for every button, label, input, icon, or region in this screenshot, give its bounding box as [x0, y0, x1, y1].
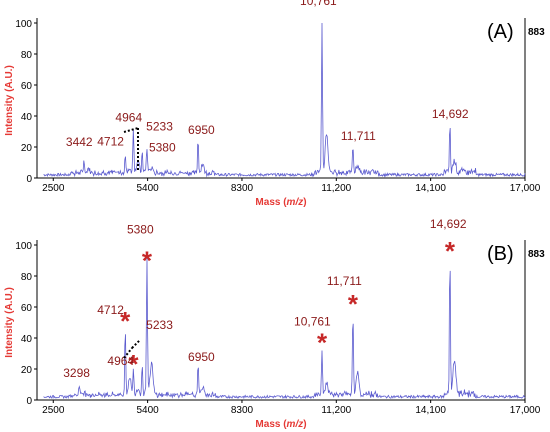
spectrum-line	[43, 258, 526, 400]
peak-label: 4964	[107, 354, 134, 368]
x-axis-label-main: Mass (	[255, 419, 287, 430]
peak-label: 5380	[127, 222, 154, 236]
spectrum-line	[43, 22, 526, 178]
x-tick-label: 17,000	[510, 183, 541, 194]
x-tick-label: 5400	[136, 183, 159, 194]
x-tick-label: 11,200	[321, 183, 351, 194]
y-tick-label: 0	[26, 396, 32, 407]
significance-star: *	[120, 306, 131, 336]
x-tick-label: 11,200	[321, 405, 351, 416]
significance-star: *	[142, 245, 153, 275]
x-tick-label: 2500	[42, 405, 65, 416]
x-axis-label-main: Mass (	[255, 197, 287, 208]
panel-label: (A)	[487, 21, 514, 43]
x-tick-label: 14,100	[415, 405, 446, 416]
significance-star: *	[317, 328, 328, 358]
x-axis-label: Mass (m/z)	[255, 197, 306, 208]
peak-label: 10,761	[294, 315, 331, 329]
peak-label: 3298	[63, 366, 90, 380]
x-axis-label-end: )	[303, 419, 306, 430]
peak-label: 10,761	[300, 0, 337, 8]
x-axis-label-italic: m/z	[287, 419, 304, 430]
y-tick-label: 40	[21, 334, 33, 345]
peak-label: 5233	[146, 318, 173, 332]
peak-label: 11,711	[327, 274, 362, 288]
peak-label: 11,711	[341, 129, 376, 143]
y-tick-label: 80	[21, 272, 33, 283]
y-tick-label: 60	[21, 81, 33, 92]
x-tick-label: 14,100	[415, 183, 446, 194]
y-axis-label: Intensity (A.U.)	[4, 65, 15, 136]
y-tick-label: 20	[21, 143, 33, 154]
significance-star: *	[128, 349, 139, 379]
peak-label: 3442	[66, 135, 93, 149]
peak-label: 14,692	[432, 107, 469, 121]
x-axis-label-end: )	[303, 197, 306, 208]
y-tick-label: 80	[21, 50, 33, 61]
dotted-connector	[123, 127, 139, 133]
x-axis-label: Mass (m/z)	[255, 419, 306, 430]
x-axis-label-italic: m/z	[287, 197, 304, 208]
y-tick-label: 60	[21, 303, 33, 314]
x-tick-label: 8300	[231, 405, 254, 416]
x-tick-label: 2500	[42, 183, 65, 194]
peak-label: 6950	[188, 123, 215, 137]
max-intensity-label: 883	[528, 249, 545, 260]
axis-frame	[36, 240, 526, 401]
y-tick-label: 20	[21, 365, 33, 376]
x-tick-label: 5400	[136, 405, 159, 416]
peak-label: 4712	[97, 134, 124, 148]
y-tick-label: 100	[15, 19, 32, 30]
axis-frame	[36, 18, 526, 179]
y-tick-label: 0	[26, 174, 32, 185]
peak-label: 4964	[115, 111, 142, 125]
peak-label: 5233	[146, 119, 173, 133]
significance-star: *	[348, 289, 359, 319]
dotted-connector	[131, 339, 141, 349]
y-axis-label: Intensity (A.U.)	[4, 287, 15, 358]
x-tick-label: 8300	[231, 183, 254, 194]
panel-label: (B)	[487, 243, 514, 265]
y-tick-label: 100	[15, 241, 32, 252]
peak-label: 14,692	[430, 217, 467, 231]
peak-label: 5380	[149, 140, 176, 154]
y-tick-label: 40	[21, 112, 33, 123]
significance-star: *	[445, 236, 456, 266]
peak-label: 6950	[188, 350, 215, 364]
max-intensity-label: 883	[528, 27, 545, 38]
peak-label: 4712	[97, 303, 124, 317]
x-tick-label: 17,000	[510, 405, 541, 416]
